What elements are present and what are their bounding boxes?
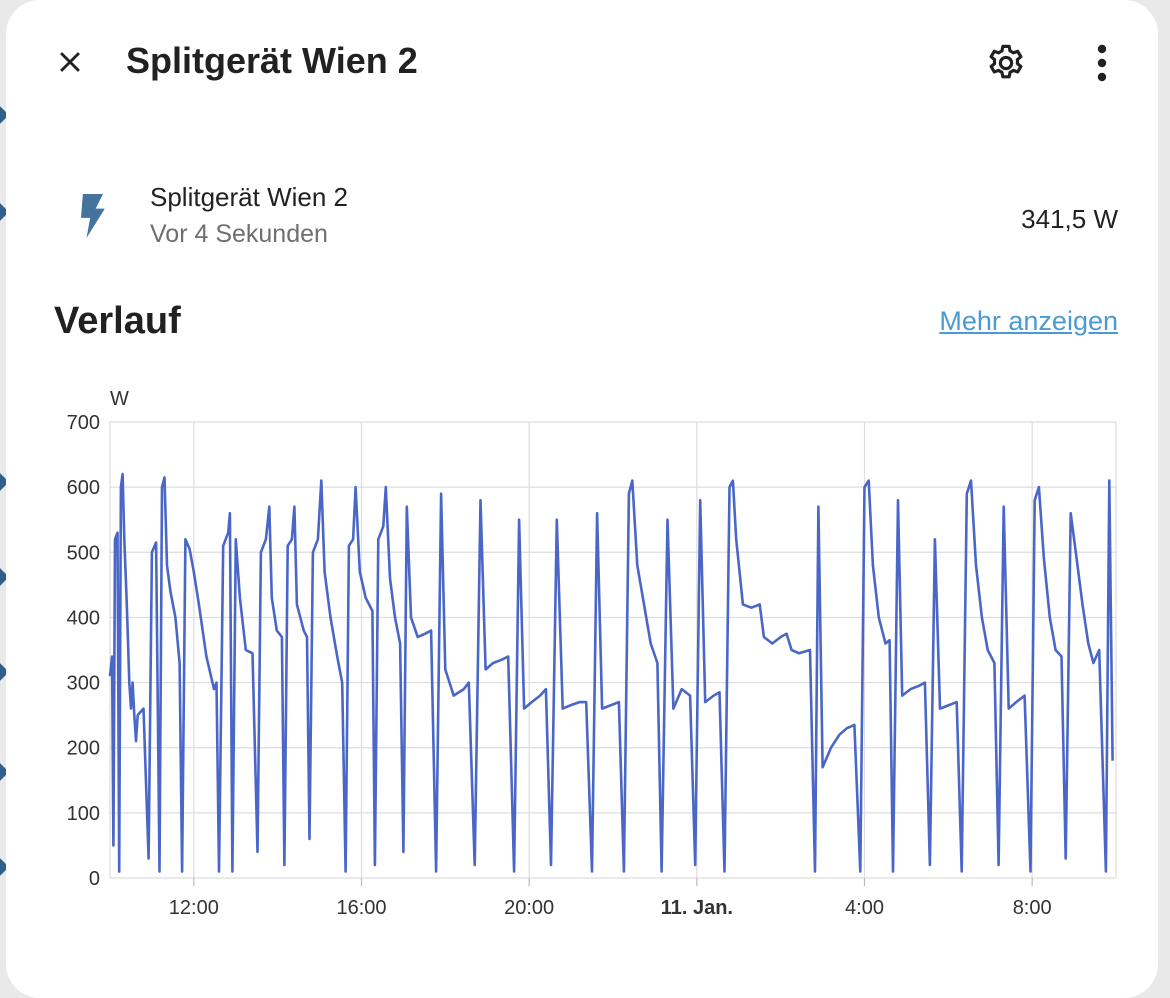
x-tick-label: 12:00: [169, 897, 219, 919]
show-more-link[interactable]: Mehr anzeigen: [939, 306, 1118, 336]
y-axis: 0 100 200 300 400 500 600 700: [67, 412, 100, 890]
gear-icon: [989, 44, 1023, 79]
more-vert-icon: [1097, 44, 1107, 82]
dialog-header: Splitgerät Wien 2: [6, 0, 1158, 125]
history-chart: 0 100 200 300 400 500 600 700 12:00 16:00 20:00 11…: [67, 388, 1117, 919]
y-axis-unit: W: [110, 388, 129, 410]
chart-grid: [109, 421, 1117, 879]
y-tick-label: 500: [67, 542, 100, 564]
close-button[interactable]: [42, 30, 98, 94]
x-tick-label: 20:00: [504, 897, 554, 919]
entity-last-changed: Vor 4 Sekunden: [150, 220, 328, 248]
y-tick-label: 600: [67, 477, 100, 499]
x-tick-label: 16:00: [336, 897, 386, 919]
entity-state: 341,5 W: [1021, 204, 1118, 234]
x-axis: 12:00 16:00 20:00 11. Jan. 4:00 8:00: [169, 878, 1052, 919]
x-tick-label: 11. Jan.: [661, 897, 733, 919]
x-tick-label: 8:00: [1013, 897, 1052, 919]
y-tick-label: 400: [67, 607, 100, 629]
flash-icon: [81, 194, 105, 238]
chart-series: [108, 472, 1114, 873]
close-icon: [60, 52, 80, 72]
dialog-title: Splitgerät Wien 2: [126, 40, 418, 81]
entity-name: Splitgerät Wien 2: [150, 182, 348, 212]
y-tick-label: 300: [67, 673, 100, 695]
entity-row[interactable]: Splitgerät Wien 2 Vor 4 Sekunden 341,5 W: [54, 170, 1124, 260]
y-tick-label: 0: [89, 868, 100, 890]
y-tick-label: 100: [67, 803, 100, 825]
more-options-button[interactable]: [1074, 38, 1130, 88]
series-line: [108, 472, 1114, 873]
history-title: Verlauf: [54, 300, 181, 342]
settings-button[interactable]: [978, 38, 1034, 88]
y-tick-label: 200: [67, 738, 100, 760]
more-info-dialog: Splitgerät Wien 2 Splitgerät Wien 2 Vor …: [6, 0, 1158, 998]
y-tick-label: 700: [67, 412, 100, 434]
x-tick-label: 4:00: [845, 897, 884, 919]
